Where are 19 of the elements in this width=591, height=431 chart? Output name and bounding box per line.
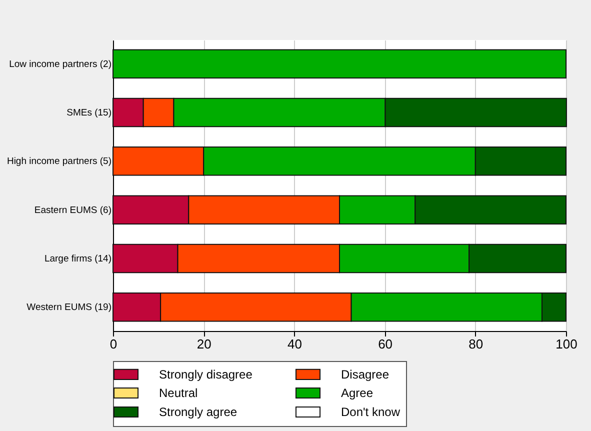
legend-label: Disagree: [341, 367, 390, 382]
y-tick-label: Low income partners (2): [9, 58, 112, 70]
x-tick-label: 40: [287, 336, 302, 352]
x-tick-label: 100: [556, 336, 578, 352]
bar: [112, 49, 566, 78]
legend-label: Agree: [341, 386, 374, 400]
y-tick-label: Eastern EUMS (6): [34, 204, 112, 216]
x-tick-label: 80: [468, 336, 484, 352]
legend-label: Neutral: [159, 386, 198, 400]
x-tick-label: 0: [110, 336, 118, 352]
y-tick-label: High income partners (5): [6, 156, 112, 168]
x-tick-label: 60: [378, 336, 393, 352]
x-tick-label: 20: [196, 336, 212, 352]
legend-label: Don't know: [341, 405, 400, 419]
y-tick-label: Large firms (14): [44, 253, 112, 264]
y-tick-label: Western EUMS (19): [26, 302, 112, 314]
legend-label: Strongly disagree: [159, 367, 253, 382]
legend-label: Strongly agree: [159, 405, 238, 419]
y-tick-label: SMEs (15): [66, 108, 112, 119]
